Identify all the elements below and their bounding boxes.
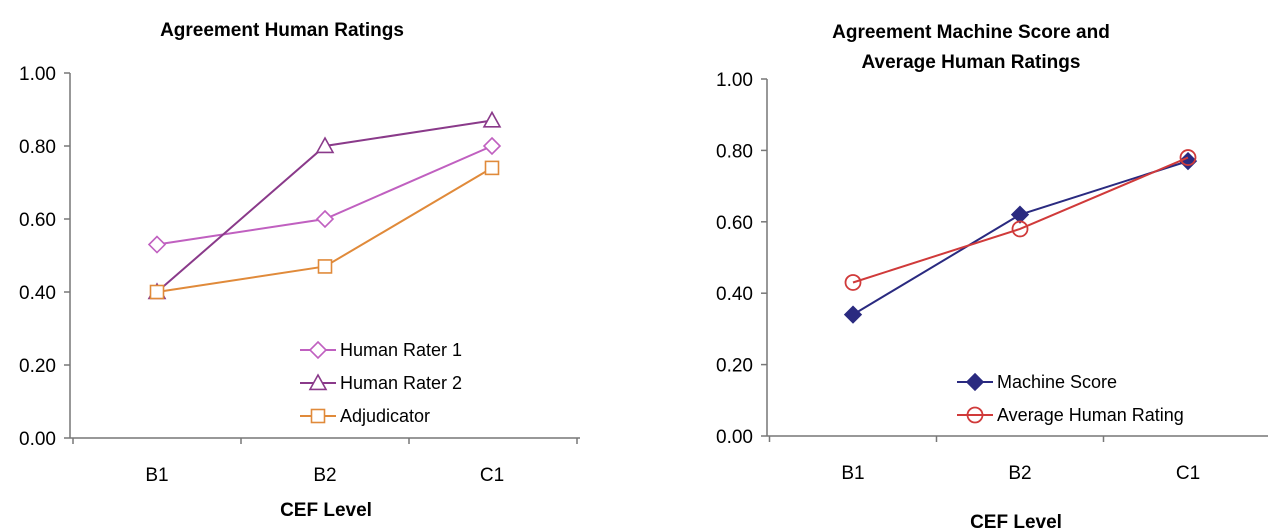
chart1-data-point	[147, 235, 167, 254]
chart1-data-point	[315, 136, 335, 154]
chart1-legend-label: Human Rater 2	[340, 373, 462, 393]
chart1-y-tick-label: 0.40	[19, 283, 56, 304]
chart1-x-tick-label: B1	[145, 465, 168, 486]
chart2-legend: Machine Score Average Human Rating	[957, 372, 1184, 425]
chart2-title-line2: Average Human Ratings	[862, 52, 1081, 73]
chart2-data-point	[843, 305, 863, 324]
chart1-legend: Human Rater 1 Human Rater 2 Adjudicator	[300, 340, 462, 426]
chart2-x-tick-label: C1	[1176, 463, 1200, 484]
chart1-data-point	[315, 209, 335, 229]
chart2-series-line	[852, 156, 1189, 284]
chart1-data-point	[482, 110, 502, 128]
chart2-data-point	[844, 274, 862, 291]
chart2-ticks: 0.00 0.20 0.40 0.60 0.80 1.00 B1 B2 C1	[716, 70, 1200, 484]
chart2-legend-label: Machine Score	[997, 372, 1117, 392]
chart1-x-tick-label: C1	[480, 465, 504, 486]
chart2-data-point	[1178, 151, 1198, 171]
chart2-legend-marker	[965, 372, 985, 392]
chart2-series	[843, 149, 1198, 324]
chart1-legend-label: Human Rater 1	[340, 340, 462, 360]
chart1-data-point	[317, 259, 333, 274]
chart1-ticks: 0.00 0.20 0.40 0.60 0.80 1.00 B1 B2 C1	[19, 64, 578, 486]
chart1-y-tick-label: 1.00	[19, 64, 56, 85]
chart1-title: Agreement Human Ratings	[160, 20, 404, 41]
chart2-data-point	[1011, 220, 1029, 238]
chart2-y-tick-label: 0.00	[716, 427, 753, 448]
chart2-y-tick-label: 0.20	[716, 356, 753, 377]
chart1-y-tick-label: 0.60	[19, 210, 56, 231]
chart2-y-tick-label: 0.60	[716, 213, 753, 234]
chart-agreement-machine-vs-human: Agreement Machine Score and Average Huma…	[716, 22, 1268, 531]
chart2-x-tick-label: B2	[1008, 463, 1031, 484]
chart2-xlabel: CEF Level	[970, 512, 1062, 531]
chart1-y-tick-label: 0.80	[19, 137, 56, 158]
chart2-y-tick-label: 0.80	[716, 141, 753, 162]
chart1-data-point	[149, 284, 165, 300]
chart1-data-point	[484, 160, 500, 176]
chart2-series-line	[852, 160, 1189, 316]
chart2-data-point	[1010, 205, 1030, 224]
chart2-y-tick-label: 1.00	[716, 70, 753, 91]
chart2-legend-marker	[966, 406, 984, 424]
chart1-x-tick-label: B2	[313, 465, 336, 486]
chart2-data-point	[1179, 149, 1197, 166]
chart1-legend-label: Adjudicator	[340, 406, 430, 426]
chart1-data-point	[482, 136, 502, 156]
chart1-legend-marker	[310, 408, 326, 424]
chart2-x-tick-label: B1	[841, 463, 864, 484]
chart1-y-tick-label: 0.00	[19, 429, 56, 450]
chart-agreement-human-ratings: Agreement Human Ratings CEF Level 0.000.…	[19, 20, 580, 521]
chart2-legend-label: Average Human Rating	[997, 405, 1184, 425]
chart1-y-tick-label: 0.20	[19, 356, 56, 377]
chart1-xlabel: CEF Level	[280, 500, 372, 521]
chart1-series	[147, 110, 502, 300]
chart1-legend-marker	[308, 340, 328, 360]
chart2-y-tick-label: 0.40	[716, 284, 753, 305]
chart1-series-line	[156, 145, 493, 246]
chart1-legend-marker	[308, 373, 328, 391]
chart2-title-line1: Agreement Machine Score and	[832, 22, 1110, 43]
chart1-axes	[69, 73, 580, 439]
chart2-axes	[766, 79, 1268, 437]
